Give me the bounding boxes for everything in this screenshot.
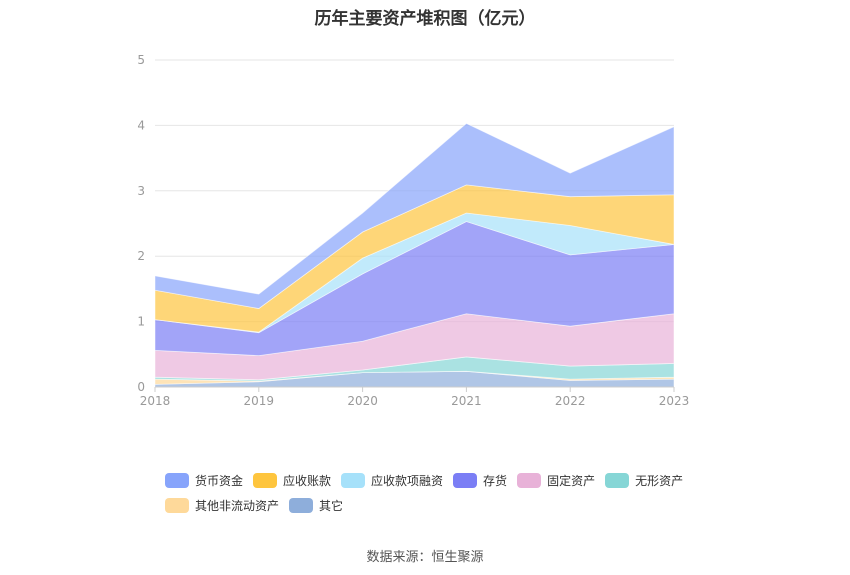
legend-swatch — [253, 473, 278, 488]
legend-swatch — [341, 473, 366, 488]
y-tick-label: 2 — [137, 249, 145, 263]
area-layer — [154, 122, 675, 388]
x-tick-label: 2021 — [451, 394, 482, 408]
legend: 货币资金 应收账款 应收款项融资 存货 固定资产 无形资产其他非流动资产 其它 — [165, 472, 725, 522]
legend-item[interactable]: 货币资金 — [165, 472, 243, 489]
legend-label: 固定资产 — [547, 474, 596, 488]
legend-item[interactable]: 其它 — [289, 497, 343, 514]
legend-item[interactable]: 无形资产 — [605, 472, 683, 489]
x-tick-label: 2020 — [347, 394, 378, 408]
x-tick-label: 2023 — [659, 394, 690, 408]
legend-label: 货币资金 — [195, 474, 244, 488]
y-tick-label: 5 — [137, 53, 145, 67]
x-tick-label: 2018 — [140, 394, 171, 408]
legend-label: 存货 — [483, 474, 508, 488]
legend-swatch — [289, 498, 314, 513]
legend-item[interactable]: 存货 — [453, 472, 507, 489]
x-tick-label: 2022 — [555, 394, 586, 408]
legend-label: 无形资产 — [635, 474, 684, 488]
y-tick-label: 3 — [137, 184, 145, 198]
legend-label: 应收账款 — [283, 474, 332, 488]
y-tick-label: 4 — [137, 118, 145, 132]
legend-item[interactable]: 其他非流动资产 — [165, 497, 279, 514]
legend-swatch — [453, 473, 478, 488]
legend-swatch — [165, 498, 189, 513]
source-note: 数据来源：恒生聚源 — [366, 550, 484, 565]
y-tick-label: 1 — [137, 315, 145, 329]
chart-title: 历年主要资产堆积图（亿元） — [314, 9, 536, 29]
legend-swatch — [165, 473, 189, 488]
legend-label: 其它 — [319, 499, 344, 513]
legend-item[interactable]: 应收账款 — [253, 472, 331, 489]
y-tick-label: 0 — [137, 380, 145, 394]
legend-swatch — [605, 473, 630, 488]
area-series-7 — [154, 122, 675, 309]
legend-label: 其他非流动资产 — [195, 499, 280, 513]
legend-item[interactable]: 固定资产 — [517, 472, 595, 489]
legend-item[interactable]: 应收款项融资 — [341, 472, 443, 489]
legend-label: 应收款项融资 — [371, 474, 444, 488]
axis-layer: 0 1 2 3 4 5 2018 2019 2020 2021 2022 2023 — [137, 53, 689, 408]
x-tick-label: 2019 — [244, 394, 275, 408]
legend-swatch — [517, 473, 542, 488]
